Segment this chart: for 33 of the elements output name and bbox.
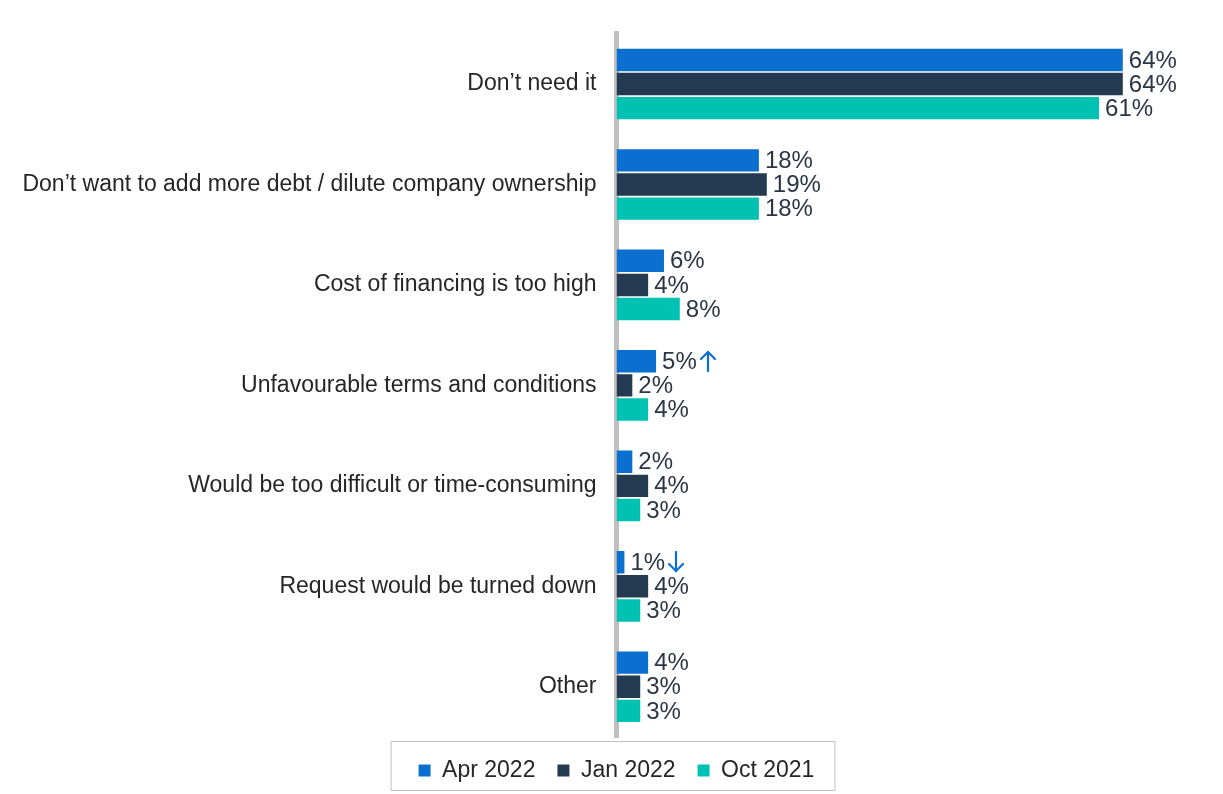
bar (616, 374, 633, 397)
bar (616, 72, 1123, 96)
y-tick-label: Don’t need it (467, 69, 598, 96)
data-label: 3% (646, 596, 681, 624)
bar (616, 699, 641, 723)
bar (616, 197, 759, 220)
bar (616, 297, 680, 321)
legend-label: Jan 2022 (580, 755, 676, 782)
y-tick-label: Unfavourable terms and conditions (241, 370, 597, 397)
bar (616, 249, 664, 273)
bar (616, 498, 641, 522)
data-label: 5% (662, 346, 697, 374)
y-tick-label: Other (538, 672, 597, 699)
bar (616, 48, 1123, 72)
y-tick-label: Don’t want to add more debt / dilute company ownership (22, 169, 597, 196)
bar (616, 173, 767, 196)
bar (616, 273, 649, 297)
legend-label: Apr 2022 (442, 755, 536, 782)
y-tick-label: Cost of financing is too high (313, 270, 597, 297)
bar (616, 149, 759, 172)
bar (616, 450, 633, 473)
bar (616, 651, 649, 674)
data-label: 18% (764, 146, 813, 173)
bar (616, 96, 1100, 120)
legend-label: Oct 2021 (721, 755, 815, 782)
bar (616, 675, 641, 698)
bar (616, 599, 641, 622)
bar (616, 350, 657, 373)
bar (616, 474, 649, 498)
bar (616, 575, 649, 598)
y-tick-label: Request would be turned down (279, 571, 597, 598)
bar (616, 398, 649, 421)
y-tick-label: Would be too difficult or time-consuming (188, 471, 597, 498)
